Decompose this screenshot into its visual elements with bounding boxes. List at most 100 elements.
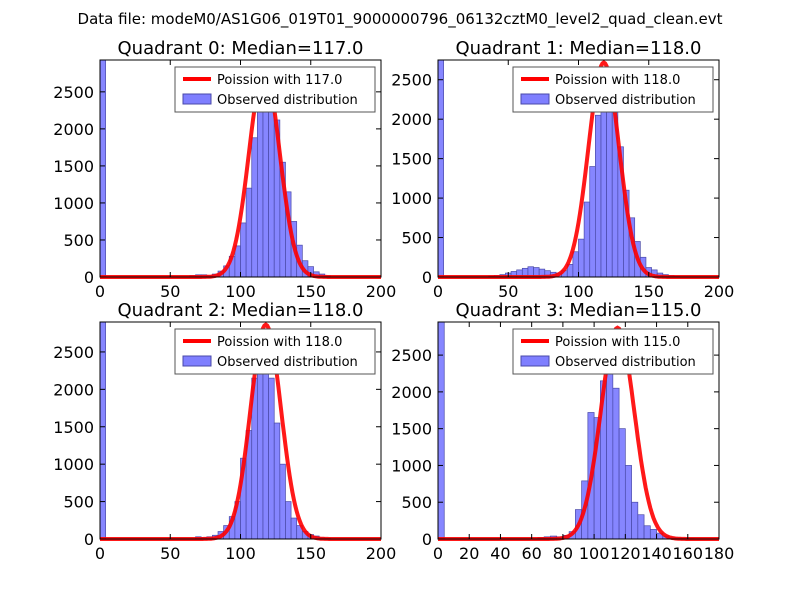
histogram-bar bbox=[437, 59, 444, 278]
histogram-bar bbox=[99, 59, 106, 278]
legend-label: Observed distribution bbox=[217, 93, 358, 108]
legend-bar-swatch bbox=[182, 355, 212, 367]
subplot-3: Quadrant 3: Median=115.00 20 40 60 80 100 120 1… bbox=[391, 300, 734, 563]
y-tick-label: 2000 bbox=[53, 380, 94, 399]
y-tick-label: 2500 bbox=[53, 343, 94, 362]
histogram-bar bbox=[285, 501, 292, 540]
y-tick-label: 1500 bbox=[391, 150, 432, 169]
y-tick-label: 0 bbox=[422, 268, 432, 287]
x-tick-label: 0 bbox=[95, 544, 105, 563]
x-tick-label: 100 bbox=[579, 544, 610, 563]
legend-label: Observed distribution bbox=[555, 355, 696, 370]
legend: Poission with 117.0 Observed distribution bbox=[174, 66, 376, 113]
y-tick-label: 2500 bbox=[391, 346, 432, 365]
y-tick-label: 0 bbox=[422, 530, 432, 549]
x-tick-label: 40 bbox=[490, 544, 510, 563]
y-tick-label: 2500 bbox=[391, 71, 432, 90]
histogram-bar bbox=[99, 321, 106, 540]
y-tick-label: 1000 bbox=[391, 456, 432, 475]
x-tick-label: 50 bbox=[498, 282, 518, 301]
subplot-2: Quadrant 2: Median=118.00 50 100 150 2000500… bbox=[53, 300, 396, 563]
legend-label: Poission with 117.0 bbox=[217, 73, 342, 88]
y-tick-label: 500 bbox=[63, 231, 94, 250]
histogram-bar bbox=[240, 222, 247, 278]
y-tick-label: 1500 bbox=[53, 157, 94, 176]
histogram-bar bbox=[583, 201, 591, 278]
x-tick-label: 120 bbox=[610, 544, 641, 563]
axes-frame bbox=[437, 321, 720, 540]
legend-bar-swatch bbox=[520, 355, 550, 367]
histogram-bar bbox=[273, 422, 281, 540]
legend-label: Observed distribution bbox=[555, 93, 696, 108]
y-tick-label: 2500 bbox=[53, 83, 94, 102]
x-tick-label: 150 bbox=[295, 544, 326, 563]
y-tick-label: 0 bbox=[84, 530, 94, 549]
y-tick-label: 1000 bbox=[53, 455, 94, 474]
histogram-bar bbox=[578, 238, 585, 278]
legend: Poission with 115.0 Observed distribution bbox=[512, 328, 714, 375]
y-tick-label: 500 bbox=[401, 229, 432, 248]
y-tick-label: 500 bbox=[401, 493, 432, 512]
subplot-title: Quadrant 1: Median=118.0 bbox=[456, 38, 702, 59]
x-tick-label: 50 bbox=[160, 544, 180, 563]
legend-label: Observed distribution bbox=[217, 355, 358, 370]
histogram-bar bbox=[251, 137, 258, 278]
subplot-1: Quadrant 1: Median=118.00 50 100 150 2000500… bbox=[391, 38, 734, 301]
histogram-bar bbox=[572, 251, 579, 278]
x-tick-label: 50 bbox=[160, 282, 180, 301]
legend-bar-swatch bbox=[520, 93, 550, 105]
y-tick-label: 1000 bbox=[53, 194, 94, 213]
x-tick-label: 140 bbox=[641, 544, 672, 563]
x-tick-label: 20 bbox=[459, 544, 479, 563]
histogram-bar bbox=[624, 465, 632, 540]
x-tick-label: 80 bbox=[553, 544, 573, 563]
histogram-bar bbox=[290, 517, 298, 540]
histogram-bar bbox=[257, 91, 264, 278]
y-tick-label: 0 bbox=[84, 268, 94, 287]
histogram-bar bbox=[268, 377, 275, 540]
x-tick-label: 200 bbox=[366, 282, 397, 301]
y-tick-label: 2000 bbox=[391, 383, 432, 402]
x-tick-label: 0 bbox=[433, 282, 443, 301]
subplot-0: Quadrant 0: Median=117.0 0 50 100 150 2000 500… bbox=[53, 38, 396, 301]
histogram-bar bbox=[234, 245, 241, 278]
y-tick-label: 2000 bbox=[391, 110, 432, 129]
histogram-bar bbox=[649, 529, 657, 540]
histogram-bar bbox=[595, 114, 602, 278]
histogram-bar bbox=[589, 166, 596, 278]
x-tick-label: 0 bbox=[433, 544, 443, 563]
histogram-bar bbox=[612, 387, 620, 540]
x-tick-label: 100 bbox=[225, 544, 256, 563]
legend: Poission with 118.0 Observed distribution bbox=[512, 66, 714, 113]
y-tick-label: 500 bbox=[63, 493, 94, 512]
legend: Poission with 118.0 Observed distribution bbox=[174, 328, 376, 375]
histogram-bar bbox=[631, 501, 639, 540]
x-tick-label: 160 bbox=[673, 544, 704, 563]
x-tick-label: 60 bbox=[521, 544, 541, 563]
x-tick-label: 200 bbox=[704, 282, 735, 301]
histogram-bar bbox=[245, 187, 253, 278]
legend-label: Poission with 115.0 bbox=[555, 335, 680, 350]
suptitle: Data file: modeM0/AS1G06_019T01_90000007… bbox=[78, 10, 723, 29]
x-tick-label: 100 bbox=[225, 282, 256, 301]
y-tick-label: 1500 bbox=[53, 418, 94, 437]
x-tick-label: 180 bbox=[704, 544, 735, 563]
subplot-title: Quadrant 0: Median=117.0 bbox=[118, 38, 364, 59]
subplot-title: Quadrant 3: Median=115.0 bbox=[456, 300, 702, 321]
legend-bar-swatch bbox=[182, 93, 212, 105]
histogram-bar bbox=[643, 525, 651, 540]
histogram-bar bbox=[618, 428, 626, 540]
subplot-title: Quadrant 2: Median=118.0 bbox=[118, 300, 364, 321]
x-tick-label: 100 bbox=[563, 282, 594, 301]
histogram-bar bbox=[437, 321, 445, 540]
y-tick-label: 1000 bbox=[391, 189, 432, 208]
legend-label: Poission with 118.0 bbox=[555, 73, 680, 88]
x-tick-label: 200 bbox=[366, 544, 397, 563]
x-tick-label: 150 bbox=[295, 282, 326, 301]
histogram-bar bbox=[637, 514, 645, 540]
histogram-bar bbox=[279, 463, 286, 540]
y-tick-label: 1500 bbox=[391, 420, 432, 439]
x-tick-label: 150 bbox=[633, 282, 664, 301]
y-tick-label: 2000 bbox=[53, 120, 94, 139]
